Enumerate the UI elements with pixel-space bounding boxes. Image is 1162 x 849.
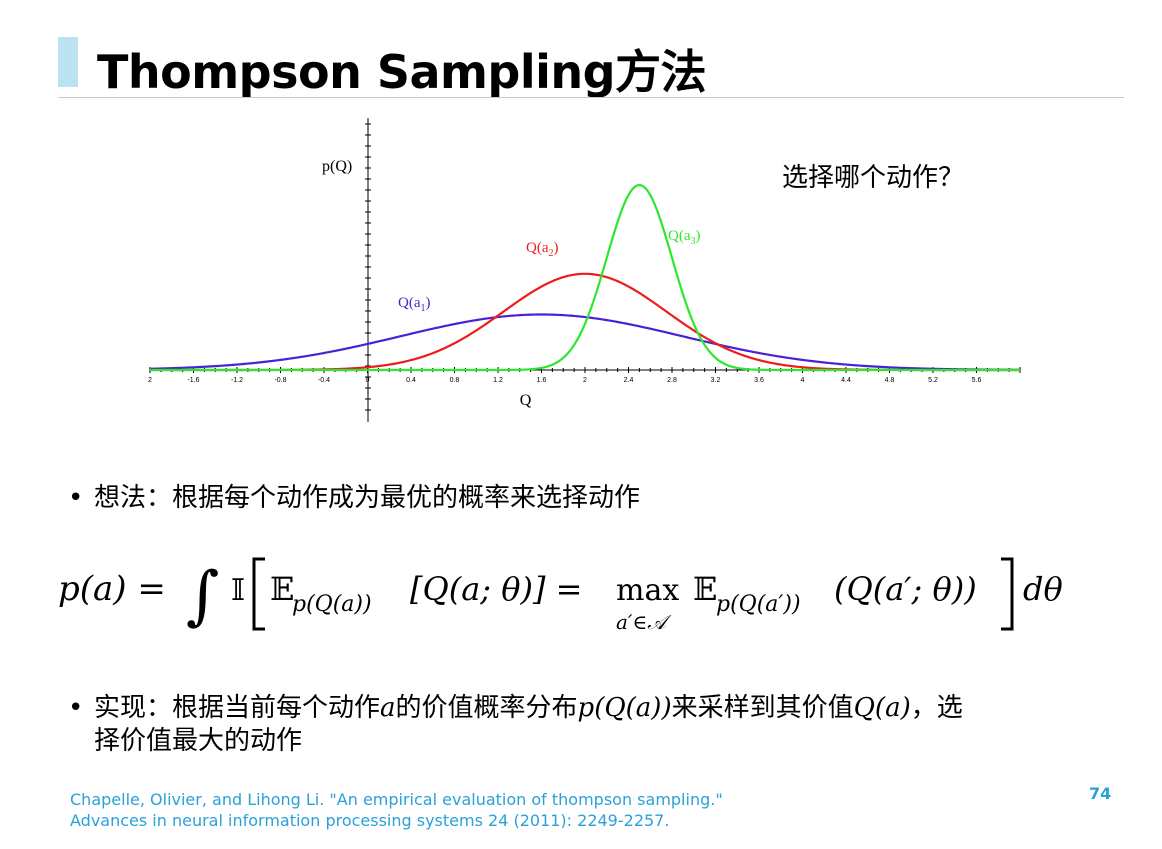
x-tick-label: 2 <box>148 377 152 384</box>
x-tick-label: 0.8 <box>450 377 460 384</box>
thompson-formula: p(a) = ∫ 𝕀 𝔼 p(Q(a)) [Q(a; θ)] = max a′∈… <box>58 557 1063 634</box>
expectation-symbol-1: 𝔼 <box>270 570 294 608</box>
curve-qa3 <box>150 183 1020 372</box>
page-number: 74 <box>1089 784 1112 803</box>
x-tick-label: -0.8 <box>274 377 286 384</box>
series-label: Q(a2) <box>526 240 559 259</box>
impl-text-d: ，选 <box>910 693 963 723</box>
x-tick-label: 5.6 <box>972 377 982 384</box>
x-tick-label: 4.8 <box>885 377 895 384</box>
slide-title: Thompson Sampling方法 <box>97 45 707 99</box>
expectation-subscript-2: p(Q(a′)) <box>716 592 801 617</box>
formula-inner-1: [Q(a; θ)] = <box>410 570 582 608</box>
impl-expr-qa: Q(a) <box>853 693 911 723</box>
right-bracket <box>1001 557 1014 631</box>
integral-sign: ∫ <box>186 559 219 633</box>
expectation-subscript-1: p(Q(a)) <box>292 592 372 617</box>
impl-text-c: 来采样到其价值 <box>671 693 854 723</box>
x-tick-label: 1.2 <box>493 377 503 384</box>
x-tick-label: 0 <box>366 377 370 384</box>
x-tick-label: 0.4 <box>406 377 416 384</box>
formula-dtheta: dθ <box>1023 570 1063 608</box>
max-operator: max <box>616 573 679 608</box>
question-text: 选择哪个动作？ <box>782 163 965 193</box>
x-tick-label: -1.6 <box>187 377 199 384</box>
impl-var-a: a <box>380 693 396 723</box>
x-tick-label: 2.4 <box>624 377 634 384</box>
formula-inner-2: (Q(a′; θ)) <box>834 570 977 608</box>
x-axis-label: Q <box>520 392 532 409</box>
bullet-dot: • <box>68 483 84 513</box>
max-subscript: a′∈𝒜 <box>616 610 672 634</box>
x-tick-label: 2 <box>583 377 587 384</box>
bullet-implementation-line1: 实现：根据当前每个动作a的价值概率分布p(Q(a))来采样到其价值Q(a)，选 <box>94 692 963 725</box>
impl-expr-pqa: p(Q(a)) <box>577 693 672 723</box>
left-bracket <box>252 557 265 631</box>
x-tick-label: 3.2 <box>711 377 721 384</box>
x-tick-label: 4.4 <box>841 377 851 384</box>
x-tick-label: -0.4 <box>318 377 330 384</box>
bullet-idea-text: 想法：根据每个动作成为最优的概率来选择动作 <box>94 483 641 513</box>
x-tick-label: -1.2 <box>231 377 243 384</box>
citation: Chapelle, Olivier, and Lihong Li. "An em… <box>70 789 723 831</box>
title-accent-bar <box>58 37 78 87</box>
title-divider <box>58 97 1124 98</box>
y-axis-label: p(Q) <box>322 158 352 175</box>
x-tick-label: 5.2 <box>928 377 938 384</box>
impl-text-a: 实现：根据当前每个动作 <box>94 693 381 723</box>
distribution-chart: 2 -1.6 -1.2 -0.8 -0.4 0 0.4 0.8 1.2 1.6 2 2.4 2.8 3.2… <box>148 118 1021 422</box>
x-tick-label: 4 <box>801 377 805 384</box>
series-label: Q(a1) <box>398 295 431 314</box>
formula-lhs: p(a) = <box>58 569 166 609</box>
citation-line-1: Chapelle, Olivier, and Lihong Li. "An em… <box>70 790 723 809</box>
bullet-implementation-line2: 择价值最大的动作 <box>94 726 303 756</box>
curve-qa1 <box>149 313 1021 371</box>
impl-text-b: 的价值概率分布 <box>395 693 578 723</box>
citation-line-2: Advances in neural information processin… <box>70 811 670 830</box>
x-tick-label: 1.6 <box>537 377 547 384</box>
bullet-dot: • <box>68 693 84 723</box>
indicator-symbol: 𝕀 <box>231 573 245 608</box>
x-tick-label: 2.8 <box>667 377 677 384</box>
x-tick-label: 3.6 <box>754 377 764 384</box>
expectation-symbol-2: 𝔼 <box>693 570 717 608</box>
series-label: Q(a3) <box>668 228 701 247</box>
